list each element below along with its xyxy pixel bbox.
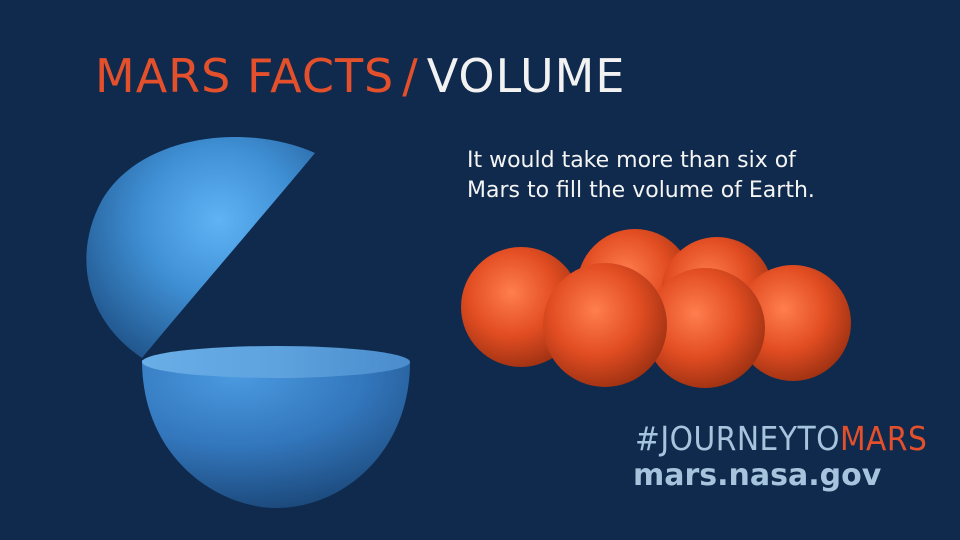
earth-upper-hemisphere [86,136,315,358]
mars-sphere [735,265,851,381]
caption-line-1: It would take more than six of [467,148,796,173]
mars-sphere [543,263,667,387]
mars-sphere [645,268,765,388]
journey-to-mars-hashtag: #JOURNEYTOMARS [635,420,927,458]
hashtag-prefix: #JOURNEYTO [635,419,840,458]
hashtag-mars: MARS [839,419,928,458]
fact-caption: It would take more than six of Mars to f… [467,146,927,206]
title-separator: / [402,49,419,103]
caption-line-2: Mars to fill the volume of Earth. [467,178,815,203]
earth-lower-hemisphere [142,360,410,508]
title-volume: VOLUME [426,49,626,103]
earth-cut-face [142,346,410,378]
title-mars-facts: MARS FACTS [95,49,395,103]
nasa-url: mars.nasa.gov [633,458,882,493]
mars-spheres-illustration [461,229,851,388]
earth-sphere-illustration [86,136,410,508]
page-title: MARS FACTS / VOLUME [95,48,625,104]
